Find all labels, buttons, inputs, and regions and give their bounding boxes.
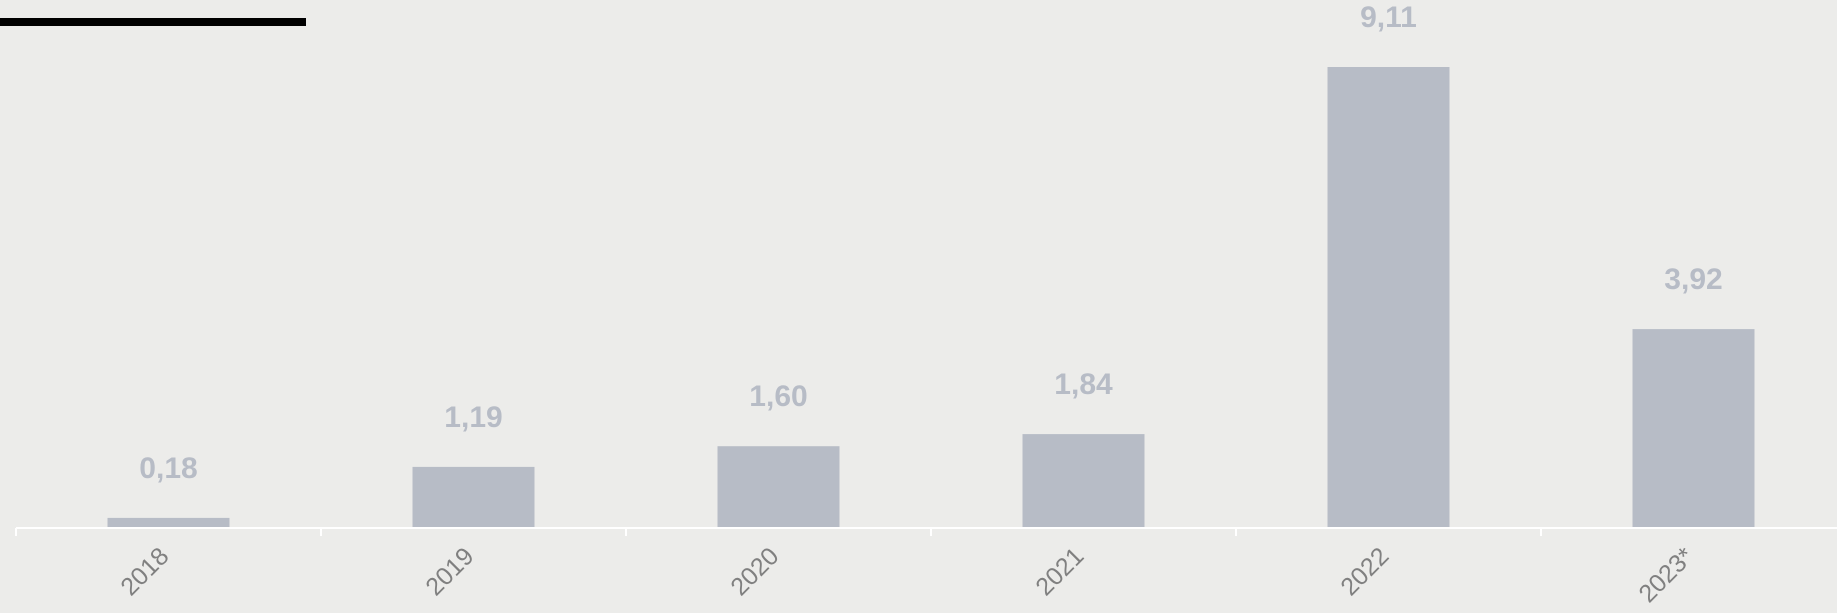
title-rule <box>0 18 306 26</box>
bar-2020 <box>717 446 840 527</box>
value-label-2022: 9,11 <box>1360 1 1417 34</box>
bar-2022 <box>1327 67 1450 527</box>
value-label-2018: 0,18 <box>139 452 197 485</box>
bar-2023-star <box>1632 329 1755 527</box>
value-label-2023-star: 3,92 <box>1664 263 1722 296</box>
bar-2019 <box>412 466 535 527</box>
x-axis <box>15 527 1837 536</box>
value-labels-layer: 0,18 1,19 1,60 1,84 9,11 3,92 <box>139 1 1722 485</box>
value-label-2021: 1,84 <box>1054 368 1113 401</box>
value-label-2020: 1,60 <box>749 380 807 413</box>
value-label-2019: 1,19 <box>444 401 502 434</box>
bar-2018 <box>107 517 230 527</box>
bar-2021 <box>1022 434 1145 527</box>
bars-layer <box>107 67 1755 527</box>
